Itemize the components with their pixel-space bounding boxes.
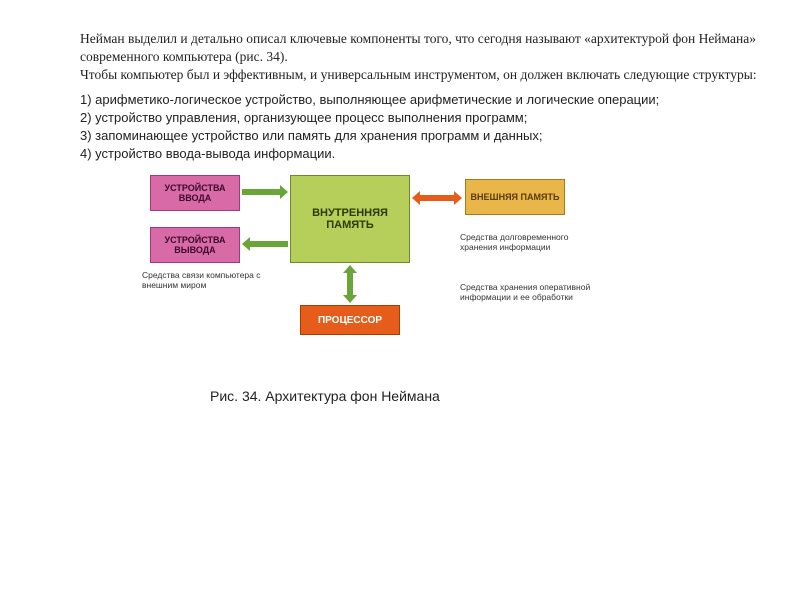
architecture-diagram: УСТРОЙСТВА ВВОДА УСТРОЙСТВА ВЫВОДА ВНУТРЕН… bbox=[120, 175, 640, 375]
annotation-right_top: Средства долговременного хранения информ… bbox=[460, 233, 600, 253]
list-item: 3) запоминающее устройство или память дл… bbox=[80, 127, 760, 145]
block-extmem: ВНЕШНЯЯ ПАМЯТЬ bbox=[465, 179, 565, 215]
block-ram: ВНУТРЕННЯЯ ПАМЯТЬ bbox=[290, 175, 410, 263]
arrow bbox=[412, 191, 462, 205]
annotation-right_bot: Средства хранения оперативной информации… bbox=[460, 283, 600, 303]
block-input: УСТРОЙСТВА ВВОДА bbox=[150, 175, 240, 211]
structure-list: 1) арифметико-логическое устройство, вып… bbox=[80, 91, 760, 164]
intro-paragraph-2: Чтобы компьютер был и эффективным, и уни… bbox=[80, 66, 760, 84]
block-cpu: ПРОЦЕССОР bbox=[300, 305, 400, 335]
arrow bbox=[242, 185, 288, 199]
arrow bbox=[242, 237, 288, 251]
arrow bbox=[343, 265, 357, 303]
intro-paragraph-1: Нейман выделил и детально описал ключевы… bbox=[80, 30, 760, 66]
list-item: 1) арифметико-логическое устройство, вып… bbox=[80, 91, 760, 109]
annotation-left: Средства связи компьютера с внешним миро… bbox=[142, 271, 262, 291]
figure-caption: Рис. 34. Архитектура фон Неймана bbox=[210, 387, 760, 405]
block-output: УСТРОЙСТВА ВЫВОДА bbox=[150, 227, 240, 263]
list-item: 4) устройство ввода-вывода информации. bbox=[80, 145, 760, 163]
list-item: 2) устройство управления, организующее п… bbox=[80, 109, 760, 127]
